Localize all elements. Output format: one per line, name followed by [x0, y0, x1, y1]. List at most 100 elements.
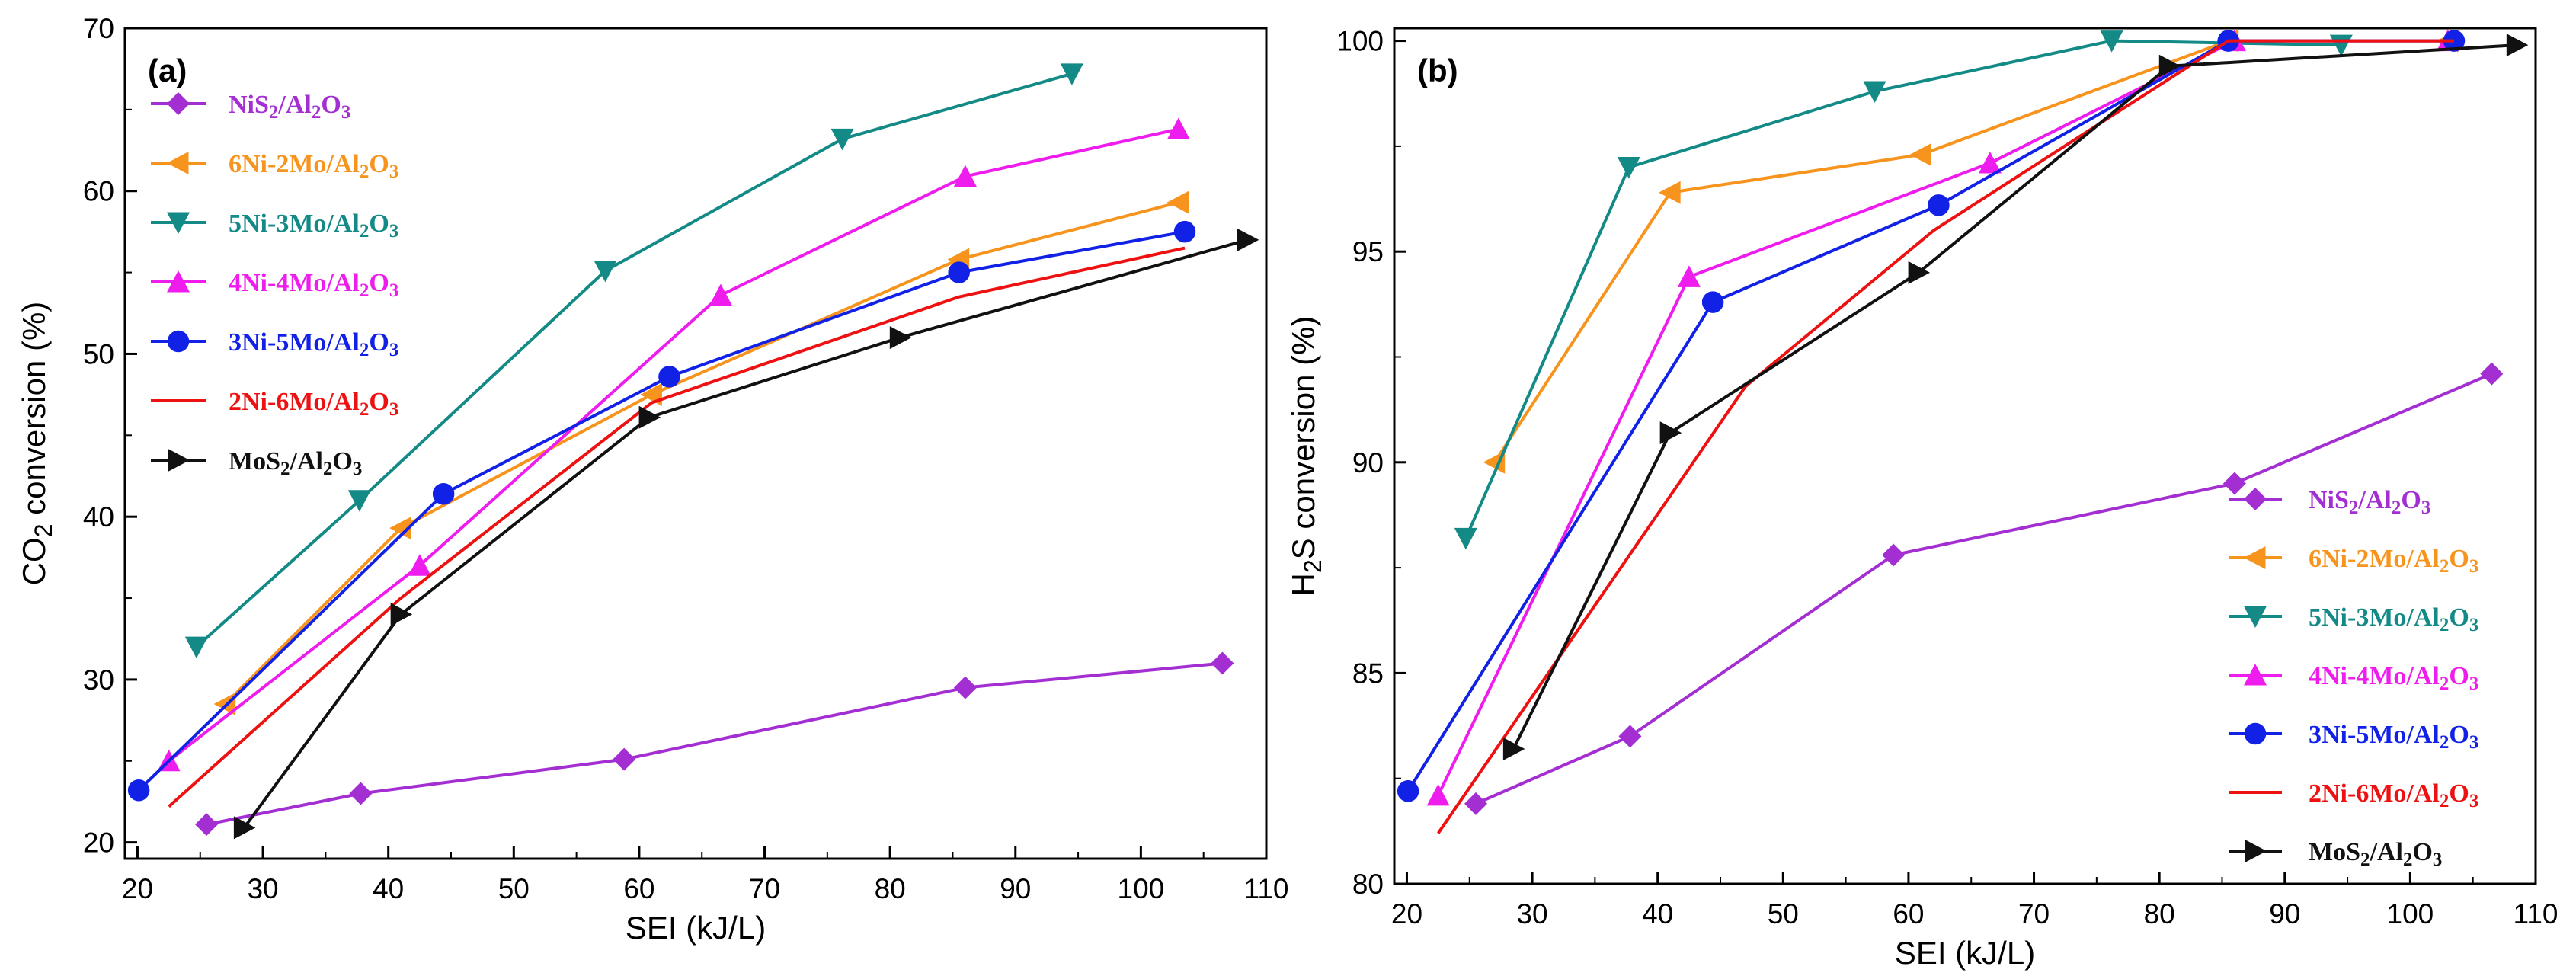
data-point-diamond: [2480, 362, 2504, 386]
data-point-triangle-down: [2100, 30, 2123, 53]
data-point-diamond: [953, 676, 977, 699]
text-run: 3Ni-5Mo/Al: [2309, 721, 2440, 749]
subscript: 2: [2440, 674, 2450, 694]
data-point-triangle-down: [184, 636, 208, 659]
data-point-diamond: [2222, 472, 2246, 495]
data-point-diamond: [349, 782, 373, 805]
text-run: O: [369, 150, 389, 178]
y-tick-label: 60: [83, 176, 114, 207]
panel-label: (b): [1417, 53, 1458, 88]
subscript: 2: [2440, 732, 2450, 753]
subscript: 3: [2469, 732, 2479, 753]
data-point-triangle-up: [1677, 265, 1701, 287]
text-run: O: [2449, 662, 2469, 690]
text-run: 2Ni-6Mo/Al: [229, 388, 360, 416]
legend-label: NiS2/Al2O3: [2309, 486, 2430, 518]
data-point-circle: [1928, 194, 1950, 216]
x-tick-label: 30: [247, 873, 278, 904]
text-run: 6Ni-2Mo/Al: [2309, 545, 2440, 573]
text-run: O: [2449, 721, 2469, 749]
data-point-circle: [432, 483, 455, 505]
subscript: 3: [2433, 850, 2443, 870]
data-point-triangle-right: [1502, 737, 1525, 760]
legend-item: 5Ni-3Mo/Al2O3: [2229, 603, 2478, 635]
x-tick-label: 100: [1118, 873, 1165, 904]
subscript: 3: [341, 102, 351, 123]
data-point-triangle-up: [1426, 783, 1450, 806]
subscript: 3: [2421, 498, 2431, 518]
legend-item: 2Ni-6Mo/Al2O3: [2229, 779, 2478, 811]
legend-item: 2Ni-6Mo/Al2O3: [151, 388, 398, 420]
data-point-triangle-left: [389, 517, 411, 540]
data-point-diamond: [1882, 543, 1906, 567]
series-line: [1436, 39, 2448, 796]
data-point-triangle-right: [638, 405, 661, 429]
series-6Ni-2Mo/Al2O3: [1483, 29, 2459, 474]
legend-label: 5Ni-3Mo/Al2O3: [2309, 603, 2478, 635]
series-5Ni-3Mo/Al2O3: [184, 63, 1083, 659]
legend-item: MoS2/Al2O3: [151, 447, 362, 479]
subscript: 3: [389, 280, 399, 301]
series-line: [168, 246, 1186, 808]
legend-item: 3Ni-5Mo/Al2O3: [151, 328, 398, 360]
data-point-triangle-left: [213, 692, 236, 715]
text-run: H: [1285, 573, 1321, 596]
subscript: 2: [2349, 498, 2359, 518]
text-run: /Al: [290, 447, 323, 475]
subscript: 2: [280, 459, 290, 479]
text-run: /Al: [277, 91, 311, 119]
text-run: NiS: [2309, 486, 2349, 514]
subscript: 3: [353, 459, 363, 479]
data-point-triangle-right: [1659, 421, 1682, 445]
legend-label: 6Ni-2Mo/Al2O3: [2309, 545, 2478, 577]
series-2Ni-6Mo/Al2O3: [1436, 39, 2454, 834]
data-point-triangle-up: [2244, 664, 2267, 686]
data-point-diamond: [1464, 792, 1487, 815]
data-point-circle: [658, 366, 680, 388]
data-point-diamond: [613, 747, 636, 771]
data-point-diamond: [167, 92, 190, 115]
subscript: 2: [1299, 559, 1326, 573]
legend-label: 4Ni-4Mo/Al2O3: [229, 269, 398, 301]
subscript: 2: [2440, 791, 2450, 811]
data-point-diamond: [1618, 725, 1642, 748]
x-tick-label: 50: [1768, 898, 1799, 930]
x-tick-label: 80: [875, 873, 906, 904]
text-run: /Al: [2357, 486, 2391, 514]
subscript: 2: [323, 459, 333, 479]
text-run: 4Ni-4Mo/Al: [2309, 662, 2440, 690]
data-point-triangle-down: [1454, 527, 1477, 550]
y-tick-label: 95: [1352, 236, 1384, 267]
data-point-circle: [167, 330, 190, 353]
text-run: 4Ni-4Mo/Al: [229, 269, 360, 297]
legend: NiS2/Al2O36Ni-2Mo/Al2O35Ni-3Mo/Al2O34Ni-…: [2229, 486, 2478, 870]
text-run: 3Ni-5Mo/Al: [229, 328, 360, 357]
legend: NiS2/Al2O36Ni-2Mo/Al2O35Ni-3Mo/Al2O34Ni-…: [151, 91, 398, 479]
data-point-diamond: [1211, 651, 1234, 675]
legend-item: NiS2/Al2O3: [2229, 486, 2430, 518]
x-tick-label: 60: [623, 873, 654, 904]
legend-label: NiS2/Al2O3: [229, 91, 350, 123]
y-tick-label: 85: [1352, 658, 1384, 689]
data-point-triangle-down: [347, 490, 371, 512]
data-point-triangle-down: [594, 260, 617, 283]
y-tick-label: 20: [83, 827, 114, 859]
text-run: S conversion (%): [1285, 316, 1321, 560]
text-run: O: [2449, 545, 2469, 573]
text-run: O: [369, 269, 389, 297]
plot-frame: [123, 27, 1268, 860]
panel-label: (a): [148, 53, 187, 88]
data-point-circle: [127, 779, 150, 802]
series-5Ni-3Mo/Al2O3: [1454, 30, 2353, 550]
data-point-triangle-right: [2245, 840, 2267, 862]
x-tick-label: 70: [749, 873, 780, 904]
panel-b-h2s-conversion: 20 30 40 50 60 70 80 90 100 110 80 85 90 95 100 SEI (kJ…: [1285, 26, 2558, 971]
data-point-circle: [2244, 722, 2267, 745]
y-tick-label: 70: [83, 13, 114, 44]
data-point-triangle-down: [167, 212, 190, 234]
legend-label: 3Ni-5Mo/Al2O3: [2309, 721, 2478, 753]
series-NiS2/Al2O3: [1464, 362, 2504, 815]
data-point-triangle-down: [2244, 606, 2267, 628]
text-run: O: [2449, 779, 2469, 808]
